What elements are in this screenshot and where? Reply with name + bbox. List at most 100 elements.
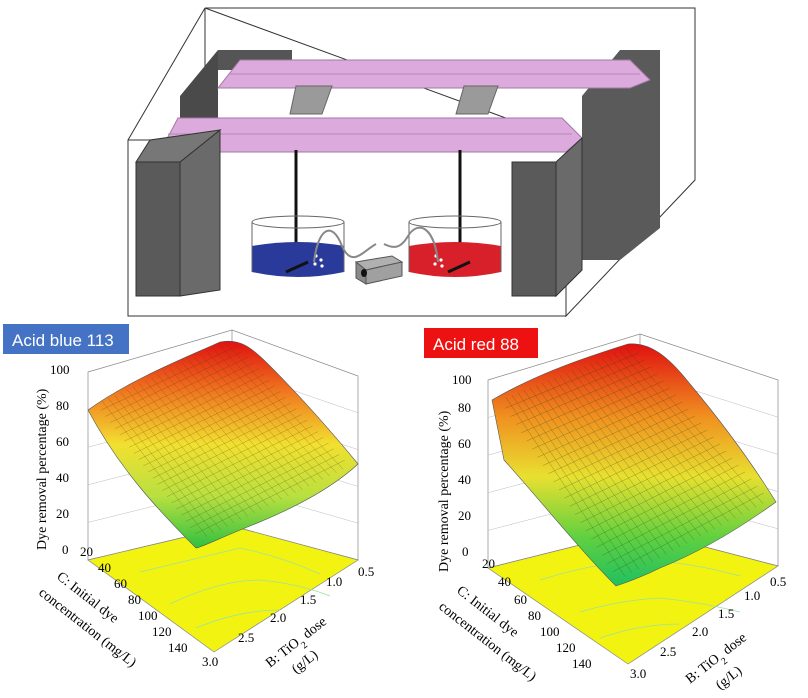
z-tick: 0: [462, 544, 469, 559]
badge-label: Acid red 88: [433, 335, 519, 354]
mesh-line: [601, 478, 752, 556]
badge-acid-blue: [3, 324, 129, 354]
b-tick: 2.0: [692, 624, 708, 639]
mesh-line: [625, 348, 764, 504]
mesh-line: [619, 350, 757, 508]
z-ticks-left: 0 20 40 60 80 100: [50, 362, 70, 557]
mesh-line: [613, 353, 750, 512]
z-tick: 80: [56, 398, 69, 413]
mesh-line: [195, 460, 345, 534]
z-axis-title: Dye removal percentage (%): [437, 410, 452, 572]
b-tick: 1.0: [744, 588, 760, 603]
mesh-line: [577, 367, 708, 533]
z-tick: 40: [56, 470, 69, 485]
mesh-line: [591, 464, 739, 540]
z-tick: 20: [56, 506, 69, 521]
b-tick: 0.5: [770, 574, 786, 589]
mesh-line: [607, 355, 743, 515]
z-tick: 100: [452, 372, 472, 387]
mesh-line: [558, 422, 702, 491]
surface-mesh-right: [505, 348, 764, 577]
mesh-line: [166, 425, 313, 497]
mesh-line: [213, 348, 330, 477]
b-tick: 3.0: [630, 666, 646, 681]
mesh-line: [170, 368, 282, 500]
mesh-line: [571, 370, 702, 537]
c-tick: 80: [128, 592, 141, 607]
z-tick: 100: [50, 362, 70, 377]
mesh-line: [219, 345, 337, 473]
z-tick: 60: [458, 436, 471, 451]
z-tick: 60: [56, 434, 69, 449]
b-tick: 2.5: [660, 644, 676, 659]
rail-connector-right: [455, 85, 499, 115]
surface-plot-acid-blue: Acid blue 113 Dye removal percentage (%)…: [3, 324, 374, 677]
b-axis-unit: (g/L): [713, 663, 745, 693]
mesh-line: [612, 492, 764, 572]
mesh-line: [176, 437, 324, 510]
mesh-line: [171, 431, 318, 504]
b-tick: 2.0: [270, 610, 286, 625]
mesh-line: [200, 354, 317, 483]
mesh-line: [589, 363, 722, 526]
c-tick: 20: [482, 556, 495, 571]
c-tick: 40: [498, 574, 511, 589]
stirrer-blade-left: [285, 260, 309, 274]
mesh-line: [176, 366, 289, 497]
front-block-right: [511, 136, 583, 298]
mesh-line: [595, 360, 729, 522]
c-tick: 40: [98, 560, 111, 575]
mesh-line: [157, 414, 302, 485]
z-tick: 40: [458, 472, 471, 487]
contour-floor-left: [87, 525, 359, 653]
mesh-line: [188, 360, 303, 490]
z-tick: 80: [458, 400, 471, 415]
mesh-line: [569, 436, 714, 507]
c-tick: 100: [138, 608, 158, 623]
mesh-line: [585, 457, 733, 532]
b-ticks-right: 3.0 2.5 2.0 1.5 1.0 0.5: [630, 574, 786, 681]
c-tick: 120: [152, 624, 172, 639]
b-tick: 3.0: [202, 654, 218, 669]
stirrer-blade-right: [447, 260, 471, 274]
mesh-line: [583, 365, 715, 530]
mesh-line: [152, 408, 297, 479]
surface-mesh-left: [100, 342, 345, 537]
mesh-line: [147, 402, 292, 473]
mesh-line: [182, 363, 296, 494]
b-tick: 1.5: [718, 606, 734, 621]
mesh-line: [181, 442, 329, 516]
mesh-line: [596, 471, 745, 548]
c-ticks-left: 20 40 60 80 100 120 140: [80, 544, 188, 655]
mesh-line: [207, 351, 323, 480]
air-tube-right: [383, 226, 439, 263]
z-tick: 0: [62, 542, 69, 557]
mesh-line: [607, 485, 758, 564]
mesh-line: [190, 454, 340, 528]
mesh-line: [564, 429, 708, 499]
beaker-acid-red: [408, 215, 502, 277]
b-tick: 2.5: [238, 630, 254, 645]
z-ticks-right: 0 20 40 60 80 100: [452, 372, 472, 559]
b-tick: 1.0: [326, 574, 342, 589]
mesh-line: [162, 420, 308, 491]
front-rail: [159, 117, 583, 153]
mesh-line: [601, 358, 736, 519]
b-tick: 1.5: [300, 592, 316, 607]
c-tick: 140: [168, 640, 188, 655]
mesh-line: [225, 342, 344, 470]
mesh-line: [575, 443, 720, 515]
mesh-line: [580, 450, 727, 523]
air-tube-left: [313, 229, 377, 263]
apparatus-diagram: [127, 7, 696, 318]
floor-contours-left: [139, 547, 331, 629]
c-tick: 20: [80, 544, 93, 559]
c-tick: 60: [114, 576, 127, 591]
b-tick: 0.5: [358, 564, 374, 579]
response-surface-left: [87, 340, 359, 549]
surface-plot-acid-red: Acid red 88 Dye removal percentage (%) 0…: [424, 328, 786, 693]
b-ticks-left: 3.0 2.5 2.0 1.5 1.0 0.5: [202, 564, 374, 669]
c-tick: 100: [540, 624, 560, 639]
air-pump-icon: [354, 255, 404, 285]
